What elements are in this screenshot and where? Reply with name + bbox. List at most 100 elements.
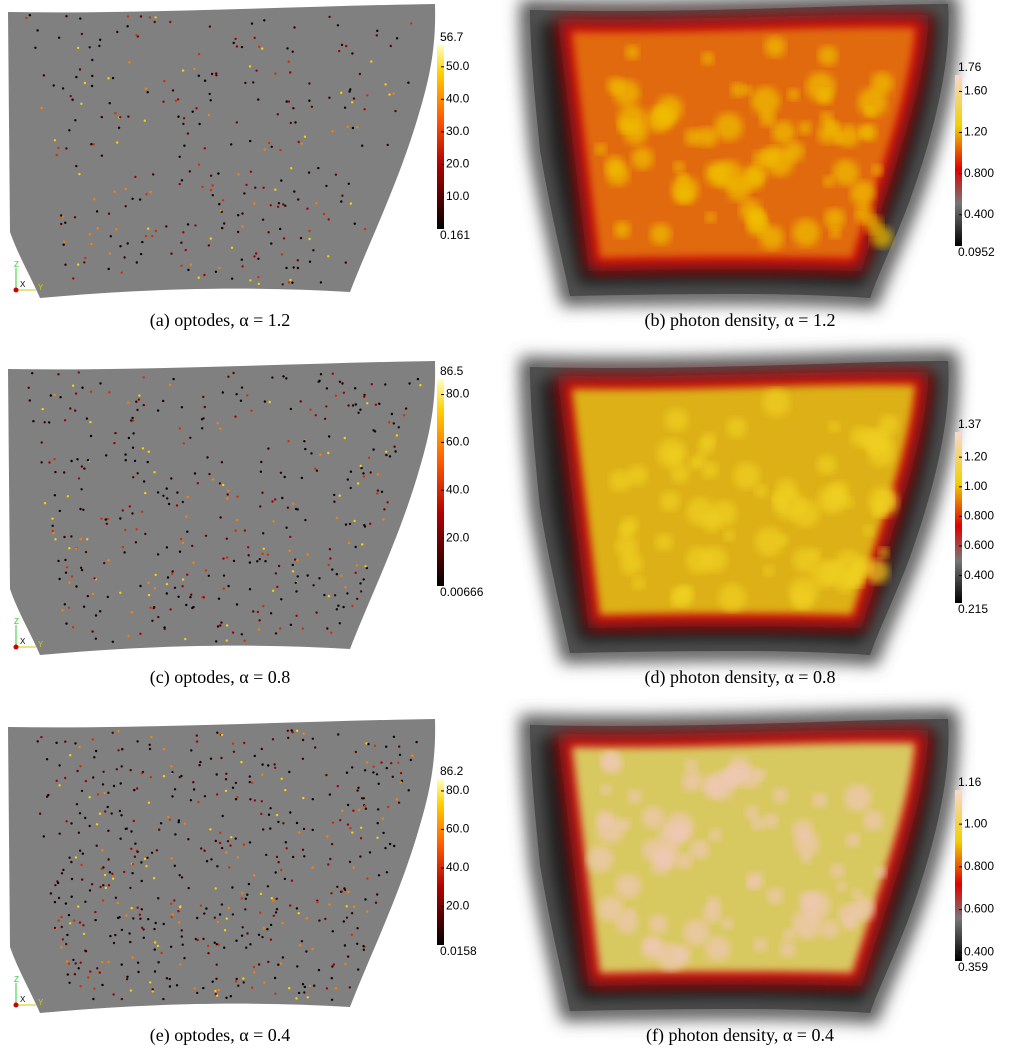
density-blob — [864, 215, 883, 234]
optode — [344, 586, 346, 588]
optode — [111, 873, 113, 875]
optode — [84, 901, 86, 903]
density-blob — [625, 45, 639, 59]
optode — [133, 820, 135, 822]
optode — [206, 456, 208, 458]
optode — [350, 471, 352, 473]
optode — [303, 991, 305, 993]
optode — [97, 793, 99, 795]
optode — [130, 419, 132, 421]
optode — [155, 922, 157, 924]
optode — [162, 101, 164, 103]
optode — [215, 640, 217, 642]
optode — [80, 962, 82, 964]
optode — [87, 976, 89, 978]
optode — [205, 569, 207, 571]
density-blob — [821, 920, 839, 938]
optode — [79, 508, 81, 510]
optode — [157, 409, 159, 411]
optode — [139, 198, 141, 200]
density-blob — [673, 161, 685, 173]
optode — [34, 47, 36, 49]
optode — [254, 799, 256, 801]
optode — [82, 853, 84, 855]
optode — [323, 594, 325, 596]
density-blob — [702, 775, 725, 798]
optode — [216, 732, 218, 734]
optode — [241, 259, 243, 261]
density-blob — [627, 789, 642, 804]
optode — [286, 100, 288, 102]
axis-origin — [14, 288, 19, 293]
optode — [260, 471, 262, 473]
optode — [162, 495, 164, 497]
optode — [356, 927, 358, 929]
optode — [133, 789, 135, 791]
optode — [203, 274, 205, 276]
optode — [282, 922, 284, 924]
optode — [80, 538, 82, 540]
optode — [328, 903, 330, 905]
optode — [393, 422, 395, 424]
optode — [324, 418, 326, 420]
optode — [75, 547, 77, 549]
optode — [291, 880, 293, 882]
optode — [215, 887, 217, 889]
optode — [408, 382, 410, 384]
colorbar-max: 56.7 — [440, 30, 464, 44]
optode — [258, 628, 260, 630]
optode — [308, 171, 310, 173]
optode — [178, 921, 180, 923]
optode — [347, 823, 349, 825]
optode — [289, 904, 291, 906]
optode — [171, 771, 173, 773]
optode — [329, 548, 331, 550]
optode — [147, 918, 149, 920]
optode — [62, 87, 64, 89]
optode — [235, 940, 237, 942]
optode — [352, 127, 354, 129]
optode — [258, 619, 260, 621]
optode — [134, 843, 136, 845]
optode — [61, 926, 63, 928]
optode — [357, 482, 359, 484]
optode — [223, 574, 225, 576]
optode — [75, 392, 77, 394]
optode — [385, 454, 387, 456]
optode — [107, 559, 109, 561]
colorbar-tick-label: 0.600 — [964, 538, 994, 552]
optode — [350, 202, 352, 204]
colorbar-tick-label: 40.0 — [446, 860, 470, 874]
optode — [54, 927, 56, 929]
optode — [279, 627, 281, 629]
optode — [227, 493, 229, 495]
optode — [177, 116, 179, 118]
optode — [344, 963, 346, 965]
optode — [129, 941, 131, 943]
optode — [378, 403, 380, 405]
colorbar-max: 1.76 — [958, 60, 982, 74]
optode — [96, 967, 98, 969]
optode — [314, 746, 316, 748]
optode — [270, 204, 272, 206]
optode — [117, 730, 119, 732]
optode — [64, 603, 66, 605]
optode — [346, 592, 348, 594]
optode — [348, 90, 350, 92]
optode — [215, 271, 217, 273]
optode — [241, 892, 243, 894]
optode — [107, 518, 109, 520]
optode — [363, 578, 365, 580]
optode — [393, 446, 395, 448]
optode — [210, 175, 212, 177]
optode — [204, 795, 206, 797]
optode — [172, 570, 174, 572]
optode — [253, 874, 255, 876]
optode — [284, 878, 286, 880]
density-blob — [618, 119, 632, 133]
optode — [215, 74, 217, 76]
optode — [183, 117, 185, 119]
optode — [326, 835, 328, 837]
optode — [141, 511, 143, 513]
optode — [287, 730, 289, 732]
